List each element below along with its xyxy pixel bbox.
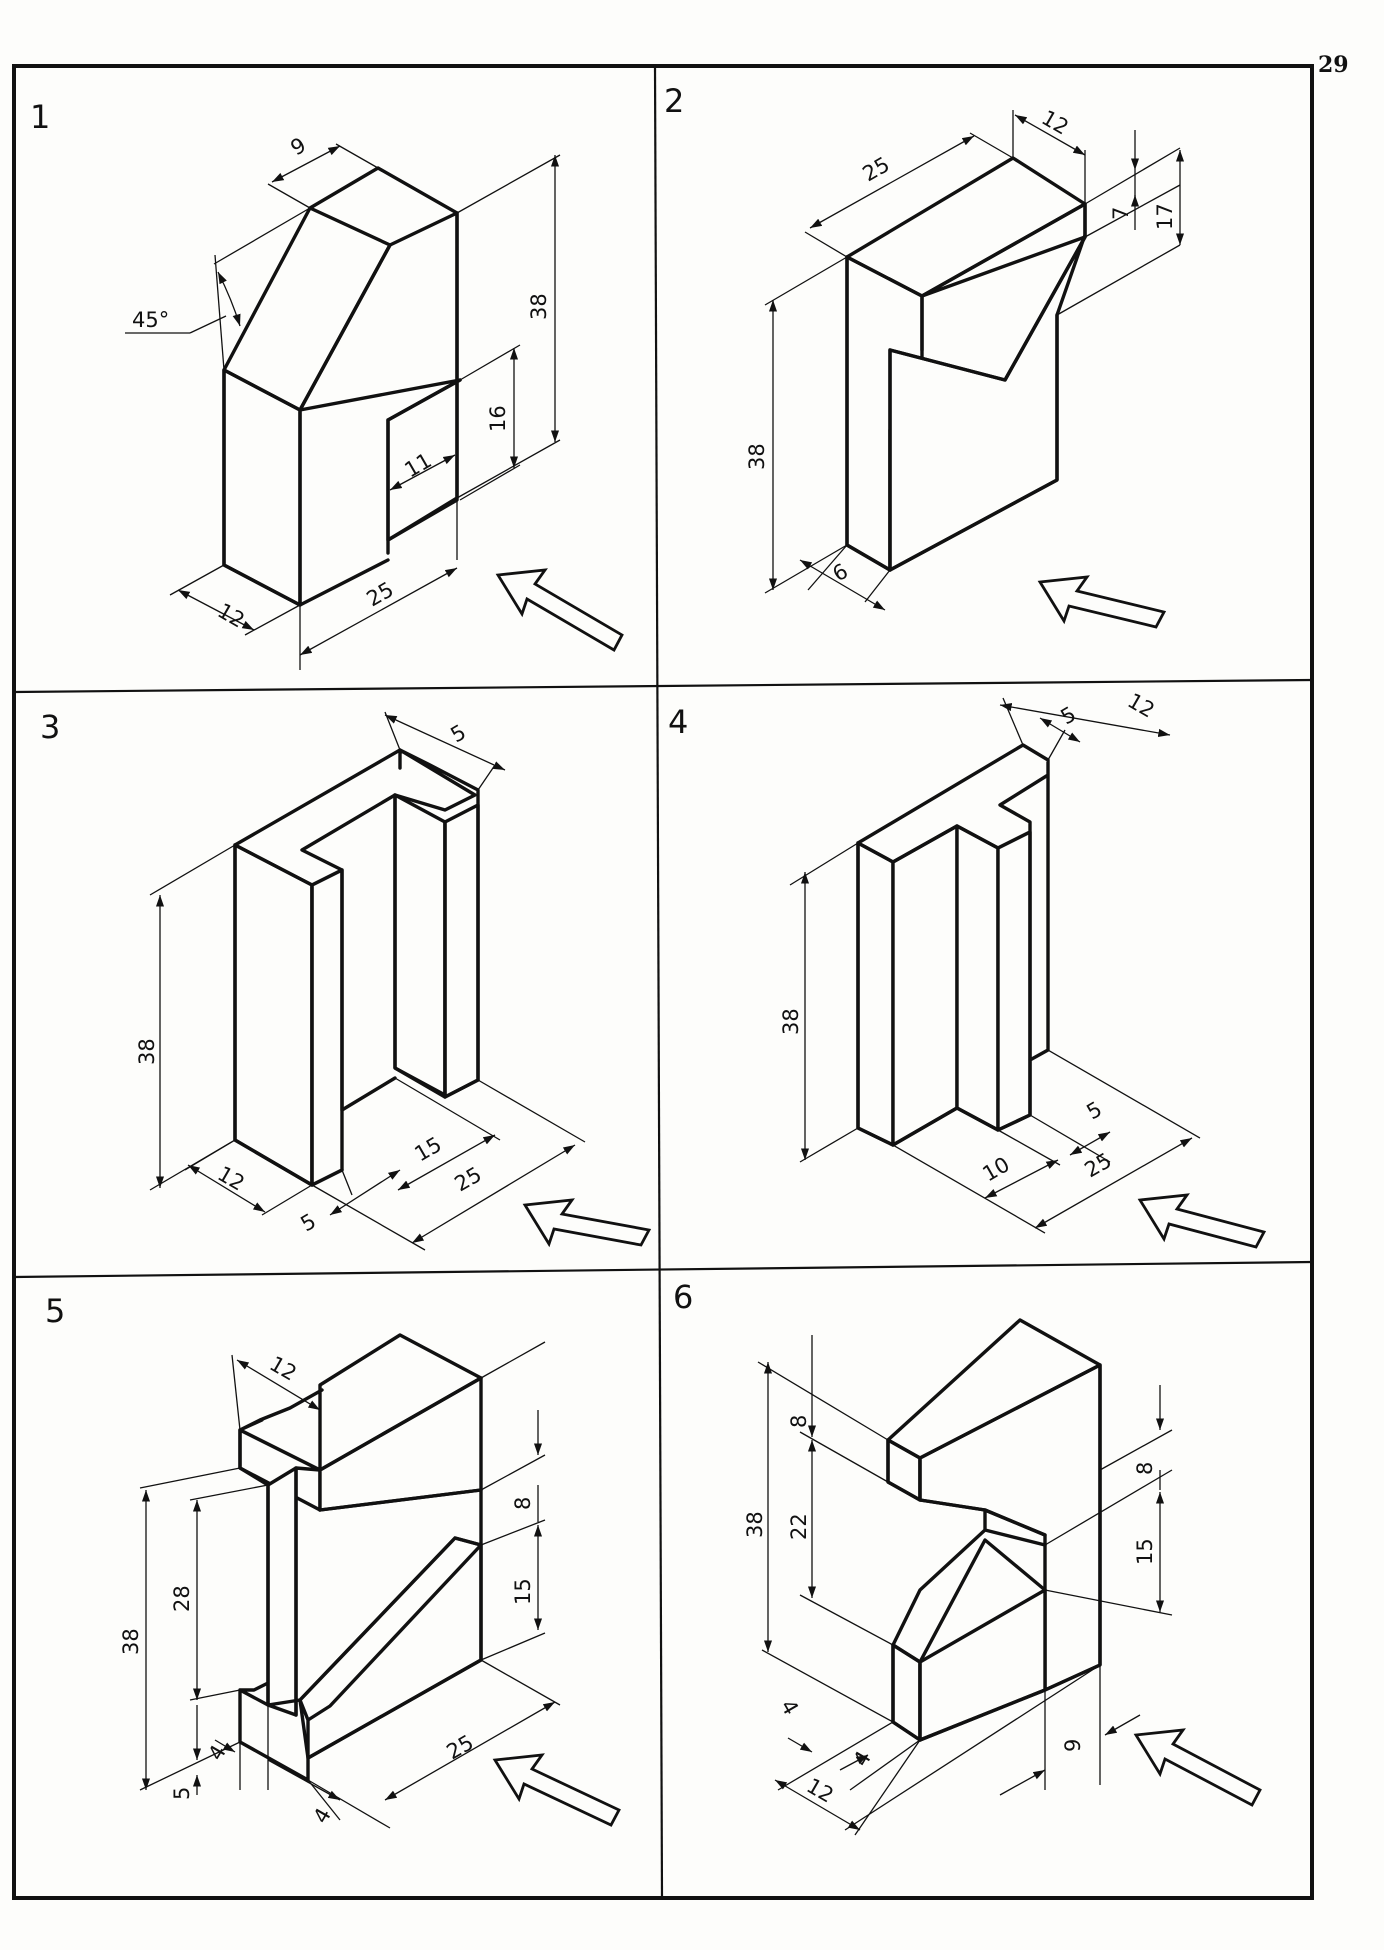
dim-label: 25: [451, 1162, 486, 1196]
dim-label: 28: [170, 1585, 194, 1612]
panel-number: 6: [673, 1278, 693, 1316]
dim-label: 5: [1083, 1097, 1107, 1124]
panel-number: 5: [45, 1292, 65, 1330]
sheet-frame: [12, 64, 1314, 1900]
view-direction-arrow-icon: [1137, 1193, 1267, 1249]
isometric-part: [238, 1333, 483, 1782]
dim-label: 8: [1133, 1462, 1157, 1475]
view-direction-arrow-icon: [1037, 575, 1167, 629]
dim-label: 10: [979, 1152, 1014, 1186]
panel-6: 6: [673, 1278, 1262, 1836]
dim-label: 9: [287, 133, 311, 160]
grid-divider-vertical: [653, 65, 664, 1899]
dim-label: 25: [859, 152, 894, 186]
dim-label: 4: [309, 1804, 336, 1828]
dim-label: 38: [119, 1628, 143, 1655]
dim-label: 4: [849, 1747, 876, 1771]
dim-label: 15: [1133, 1538, 1157, 1565]
dim-label: 12: [1038, 106, 1073, 140]
dim-label: 38: [135, 1038, 159, 1065]
dimension-lines: [789, 697, 1201, 1234]
dimension-lines: [139, 1341, 561, 1829]
dim-label: 9: [1061, 1739, 1085, 1752]
dim-label: 6: [829, 559, 853, 586]
dim-label: 8: [787, 1415, 811, 1428]
dimension-lines: [764, 110, 1185, 611]
dim-label: 38: [743, 1511, 767, 1538]
panel-4: 4 5 12 38 5: [668, 689, 1267, 1249]
dim-label: 15: [411, 1132, 446, 1166]
dim-label: 17: [1153, 203, 1177, 230]
view-direction-arrow-icon: [1133, 1728, 1262, 1807]
dim-label: 25: [443, 1730, 478, 1764]
dim-label: 4: [776, 1696, 803, 1720]
dim-label: 38: [527, 293, 551, 320]
dimension-lines: [149, 711, 586, 1251]
panel-5: 5: [45, 1292, 621, 1829]
dim-label: 45°: [132, 308, 169, 332]
dimension-lines: [125, 143, 561, 670]
panel-number: 1: [30, 98, 50, 136]
dim-label: 25: [363, 577, 398, 611]
grid-divider-horizontal-1: [13, 678, 1313, 694]
dim-label: 12: [803, 1774, 838, 1808]
dim-label: 15: [511, 1578, 535, 1605]
isometric-part: [233, 748, 480, 1187]
panel-number: 3: [40, 708, 60, 746]
panel-1: 1: [30, 98, 624, 670]
panel-number: 2: [664, 82, 684, 120]
isometric-part: [886, 1318, 1102, 1742]
dim-label: 5: [447, 720, 471, 747]
dim-label: 16: [486, 405, 510, 432]
dim-label: 8: [511, 1497, 535, 1510]
dim-label: 25: [1081, 1148, 1116, 1182]
dim-label: 5: [170, 1787, 194, 1800]
dimension-lines: [757, 1335, 1173, 1836]
dim-label: 5: [297, 1209, 321, 1236]
view-direction-arrow-icon: [522, 1198, 652, 1248]
dim-label: 12: [214, 599, 249, 633]
view-direction-arrow-icon: [492, 1753, 621, 1827]
dim-label: 38: [745, 443, 769, 470]
panel-2: 2 12 25: [664, 82, 1185, 629]
dim-label: 38: [779, 1008, 803, 1035]
grid-divider-horizontal-2: [13, 1260, 1313, 1279]
dimension-labels: 9 45° 38 16 11 12 25: [132, 133, 551, 633]
isometric-part: [845, 156, 1087, 572]
page-number: 29: [1318, 52, 1349, 78]
view-direction-arrow-icon: [495, 568, 624, 652]
dim-label: 5: [1057, 702, 1081, 729]
dim-label: 12: [214, 1162, 249, 1196]
panel-3: 3 5 38 12: [40, 708, 652, 1251]
dim-label: 4: [204, 1741, 231, 1765]
dim-label: 7: [1109, 207, 1133, 220]
panel-number: 4: [668, 703, 688, 741]
isometric-part: [856, 743, 1050, 1147]
dim-label: 22: [787, 1513, 811, 1540]
isometric-part: [222, 166, 462, 607]
dim-label: 12: [1124, 689, 1159, 723]
